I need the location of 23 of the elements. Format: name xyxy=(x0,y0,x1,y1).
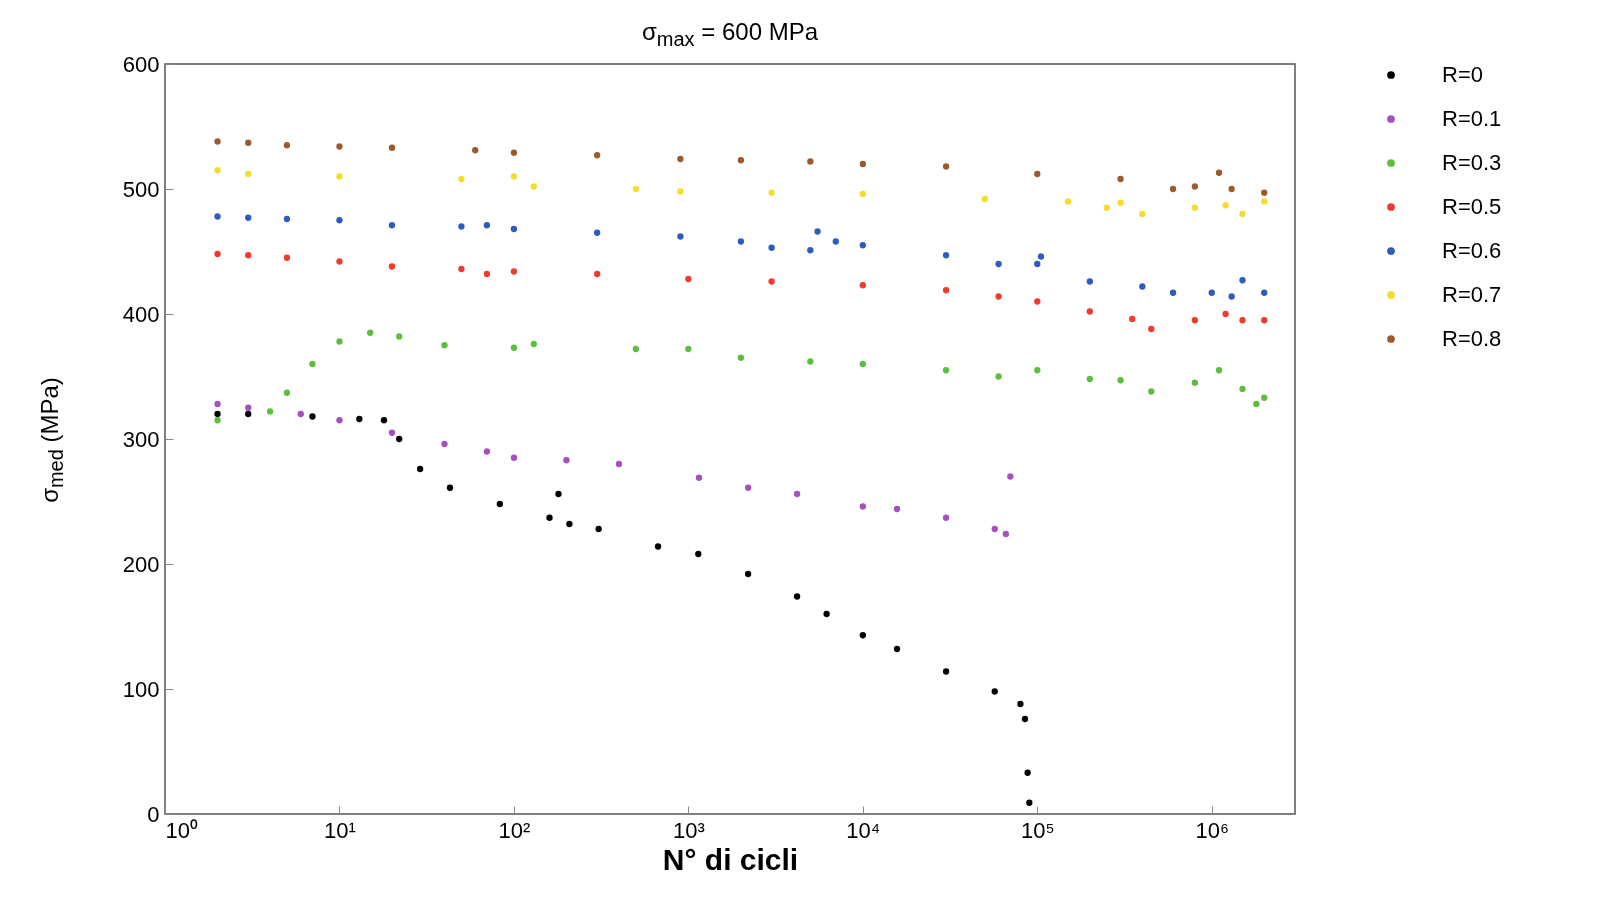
x-axis-title: N° di cicli xyxy=(662,842,799,876)
y-tick-label: 300 xyxy=(122,426,160,452)
x-tick-label: 10² xyxy=(498,817,531,843)
y-tick-label: 100 xyxy=(122,676,160,702)
legend-label: R=0.6 xyxy=(1442,238,1502,263)
legend-label: R=0.7 xyxy=(1442,282,1502,307)
y-tick-label: 600 xyxy=(122,51,160,77)
legend-label: R=0 xyxy=(1442,62,1483,87)
x-tick-label: 10¹ xyxy=(324,817,356,843)
chart-title: σ$_{max}$ = 600 MPa xyxy=(641,18,819,51)
legend-label: R=0.3 xyxy=(1442,150,1502,175)
y-tick-label: 500 xyxy=(122,176,160,202)
legend-label: R=0.5 xyxy=(1442,194,1502,219)
y-tick-label: 400 xyxy=(122,301,160,327)
y-tick-label: 200 xyxy=(122,551,160,577)
legend-label: R=0.1 xyxy=(1442,106,1502,131)
x-tick-label: 10⁴ xyxy=(846,817,881,843)
x-tick-label: 10⁵ xyxy=(1021,817,1055,843)
x-tick-label: 10⁰ xyxy=(165,817,198,843)
x-tick-label: 10³ xyxy=(672,817,705,843)
x-tick-label: 10⁶ xyxy=(1195,817,1230,843)
legend-label: R=0.8 xyxy=(1442,326,1502,351)
y-tick-label: 0 xyxy=(147,801,160,827)
